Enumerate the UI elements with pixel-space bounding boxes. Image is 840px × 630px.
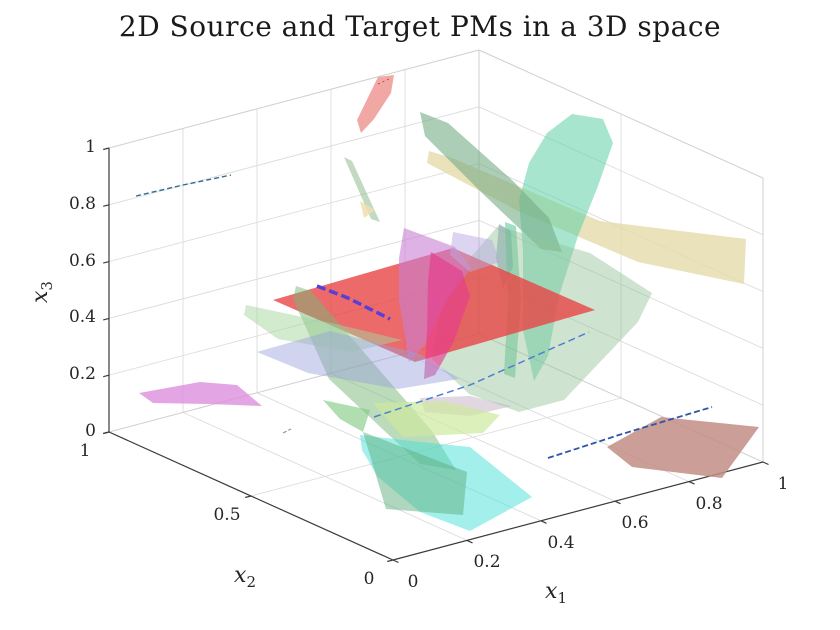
- x2-tick-label: 0: [363, 569, 375, 589]
- x3-tick-label: 0.4: [68, 307, 96, 328]
- chart-title: 2D Source and Target PMs in a 3D space: [118, 10, 722, 43]
- x2-tick-label: 1: [79, 441, 91, 461]
- x2-tick-label: 0.5: [213, 505, 241, 525]
- x3-tick: [103, 374, 110, 378]
- x3-tick-label: 1: [85, 137, 96, 157]
- x3-axis-letter: x: [27, 290, 53, 303]
- dashed-line-middle: [373, 331, 590, 418]
- purple-dashed-segment: [316, 284, 391, 321]
- x1-tick: [392, 559, 399, 564]
- dashed-line-lower-right: [547, 406, 713, 459]
- red-speckle-trail: [377, 78, 390, 85]
- green-sliver-top: [344, 157, 380, 222]
- x1-tick-label: 0.4: [547, 532, 575, 553]
- x1-tick-label: 0.6: [621, 513, 649, 534]
- x3-tick: [103, 261, 110, 264]
- x1-tick-label: 0.2: [473, 552, 501, 573]
- x2-axis-label: x2: [234, 563, 256, 591]
- x3-tick-label: 0.6: [68, 250, 96, 271]
- x2-tick: [245, 495, 252, 499]
- x1-axis-line: [392, 461, 764, 561]
- grid-line: [108, 163, 480, 263]
- x1-tick: [540, 520, 547, 524]
- x3-tick-label: 0: [85, 421, 96, 441]
- green-diagonal-band: [420, 112, 562, 252]
- x1-tick-label: 1: [777, 474, 789, 494]
- x1-axis-label: x1: [545, 579, 567, 607]
- x1-tick: [466, 539, 473, 544]
- box-edge: [108, 49, 480, 149]
- x1-tick: [688, 481, 695, 485]
- periwinkle-wing: [257, 331, 459, 389]
- x3-tick: [103, 317, 110, 321]
- x1-axis-subscript: 1: [557, 589, 567, 608]
- green-over-cyan: [363, 432, 467, 515]
- x1-tick: [762, 461, 769, 466]
- x3-axis-subscript: 3: [38, 281, 57, 291]
- small-gray-dash: [282, 428, 292, 434]
- light-green-wing: [244, 305, 402, 352]
- deep-pink-patch: [424, 252, 470, 379]
- rosybrown-patch: [607, 417, 759, 478]
- x1-tick-label: 0.8: [695, 493, 723, 514]
- x3-tick-label: 0.2: [68, 364, 96, 385]
- medium-green-patch: [323, 400, 370, 432]
- x1-axis-letter: x: [545, 578, 558, 604]
- box-edge: [478, 49, 764, 179]
- x3-tick: [103, 204, 110, 207]
- x2-tick: [387, 559, 394, 563]
- x3-tick: [103, 431, 110, 435]
- x2-axis-subscript: 2: [246, 573, 256, 592]
- x1-tick-label: 0: [407, 572, 419, 592]
- dashed-line-top-left: [135, 174, 232, 197]
- x3-tick-label: 0.8: [68, 193, 96, 214]
- wheat-sliver: [360, 201, 375, 218]
- x2-axis-letter: x: [234, 562, 247, 588]
- x1-tick: [614, 500, 621, 505]
- plum-patch: [139, 382, 262, 406]
- pale-lime-patch: [373, 401, 500, 437]
- lavender-blob: [450, 232, 500, 272]
- x3-axis-label: x3: [28, 281, 56, 303]
- x3-tick: [103, 147, 110, 151]
- salmon-top-patch: [357, 75, 394, 133]
